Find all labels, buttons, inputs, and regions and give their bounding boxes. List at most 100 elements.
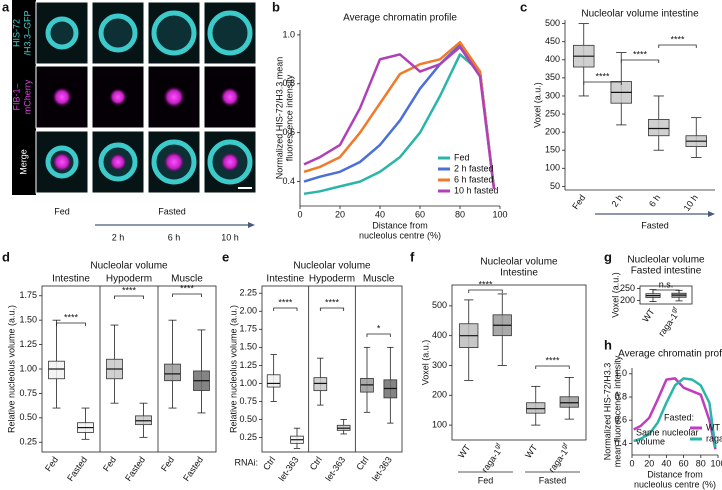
- timepoint-label: 10 h: [221, 232, 239, 242]
- significance-bracket: [273, 307, 298, 311]
- significance-bracket: [583, 81, 622, 85]
- nucleolus: [109, 153, 127, 171]
- x-tick-label: 80: [455, 209, 465, 219]
- x-tick-label: Fasted: [65, 455, 89, 483]
- y-axis-label: Normalized HIS-72/H3.3 mean: [274, 57, 284, 180]
- x-tick-label: 10 h: [682, 193, 700, 213]
- box: [48, 360, 65, 380]
- y-tick-label: 1.75: [239, 324, 257, 334]
- channel-label: FIB-1–: [11, 83, 21, 110]
- significance-bracket: [114, 295, 144, 299]
- x-tick-label: Ctrl: [354, 455, 370, 472]
- annotation: Same nucleolar: [636, 427, 699, 437]
- x-tick-label: WT: [456, 442, 473, 460]
- y-axis-label: Voxel (a.u.): [420, 340, 430, 386]
- chromatin-ring: [207, 10, 253, 56]
- y-tick-label: 500: [545, 18, 560, 28]
- x-tick-label: WT: [523, 442, 540, 460]
- annotation: volume: [636, 436, 665, 446]
- plot-frame: [639, 285, 693, 305]
- nucleolus: [220, 152, 240, 172]
- y-tick-label: 0.8: [614, 391, 627, 401]
- panel-letter: g: [604, 249, 612, 264]
- panel-letter: d: [2, 249, 10, 264]
- y-axis-label: Voxel (a.u.): [532, 82, 542, 128]
- line-series: [303, 45, 496, 190]
- legend-label: raga-1gf: [706, 432, 722, 443]
- x-tick-label: Fed: [570, 193, 587, 211]
- significance-bracket: [56, 322, 86, 326]
- y-tick-label: 100: [432, 419, 447, 429]
- x-axis-label: nucleolus centre (%): [634, 479, 716, 489]
- y-tick-label: 1.00: [19, 363, 37, 373]
- y-axis-label: Voxel (a.u.): [610, 272, 620, 318]
- significance-label: ****: [478, 279, 493, 289]
- significance-bracket: [658, 44, 697, 48]
- y-tick-label: 200: [545, 127, 560, 137]
- significance-label: ****: [122, 285, 137, 295]
- significance-bracket: [468, 289, 503, 293]
- x-tick-label: 2 h: [609, 193, 624, 209]
- y-tick-label: 0.75: [19, 388, 37, 398]
- significance-label: ****: [633, 49, 648, 59]
- y-tick-label: 0.25: [19, 437, 37, 447]
- y-tick-label: 200: [620, 295, 635, 305]
- x-tick-label: 80: [696, 458, 706, 468]
- x-tick-label: raga-1gf: [655, 306, 682, 338]
- significance-bracket: [535, 365, 570, 369]
- legend-label: 10 h fasted: [454, 185, 499, 195]
- x-tick-label: 0: [297, 209, 302, 219]
- group-label: Muscle: [171, 274, 203, 285]
- x-tick-label: 6 h: [647, 193, 662, 209]
- chart-title: Nucleolar volume: [480, 257, 558, 268]
- y-tick-label: 200: [432, 390, 447, 400]
- plot-frame: [261, 285, 403, 453]
- condition-label: Fed: [54, 206, 70, 216]
- chart-title: Nucleolar volume intestine: [581, 9, 699, 20]
- y-tick-label: 1.75: [19, 290, 37, 300]
- y-tick-label: 50: [550, 181, 560, 191]
- legend-label: 2 h fasted: [454, 163, 494, 173]
- y-tick-label: 0.50: [19, 412, 37, 422]
- superscript: gf: [494, 442, 503, 451]
- group-label: Hypoderm: [106, 274, 152, 285]
- y-tick-label: 250: [545, 108, 560, 118]
- significance-bracket: [652, 289, 680, 293]
- y-tick-label: 500: [432, 300, 447, 310]
- channel-label: Merge: [18, 149, 28, 175]
- x-tick-label: raga-1gf: [546, 442, 573, 474]
- chart-title: Average chromatin profile: [343, 13, 457, 24]
- significance-label: ****: [64, 312, 79, 322]
- x-tick-label: let-363: [323, 455, 347, 483]
- significance-bracket: [172, 293, 202, 297]
- y-tick-label: 1.50: [19, 315, 37, 325]
- chromatin-ring: [151, 10, 197, 56]
- nucleolus: [220, 87, 240, 107]
- significance-bracket: [366, 333, 391, 337]
- y-axis-label: Relative nucleolus volume (a.u.): [6, 305, 16, 433]
- significance-label: ****: [545, 355, 560, 365]
- x-tick-label: raga-1gf: [479, 442, 506, 474]
- y-tick-label: 250: [620, 283, 635, 293]
- chromatin-ring: [45, 16, 79, 50]
- panel-letter: c: [520, 0, 527, 14]
- timepoint-label: 2 h: [112, 232, 125, 242]
- arrow-label: Fasted: [641, 220, 669, 230]
- x-tick-label: 40: [661, 458, 671, 468]
- significance-label: ****: [325, 297, 340, 307]
- timepoint-label: 6 h: [168, 232, 181, 242]
- panel-letter: b: [272, 0, 280, 14]
- x-tick-label: 100: [492, 209, 507, 219]
- superscript: gf: [670, 306, 679, 315]
- panel-letter: e: [222, 249, 229, 264]
- x-tick-label: Fed: [101, 455, 118, 473]
- y-tick-label: 1.25: [19, 339, 37, 349]
- significance-label: *: [377, 323, 381, 333]
- arrow-head: [708, 211, 715, 217]
- y-tick-label: 0.4: [282, 176, 295, 186]
- panel-letter: h: [604, 337, 612, 352]
- box: [559, 396, 579, 408]
- nucleolus: [163, 151, 185, 173]
- label-column: [12, 0, 36, 195]
